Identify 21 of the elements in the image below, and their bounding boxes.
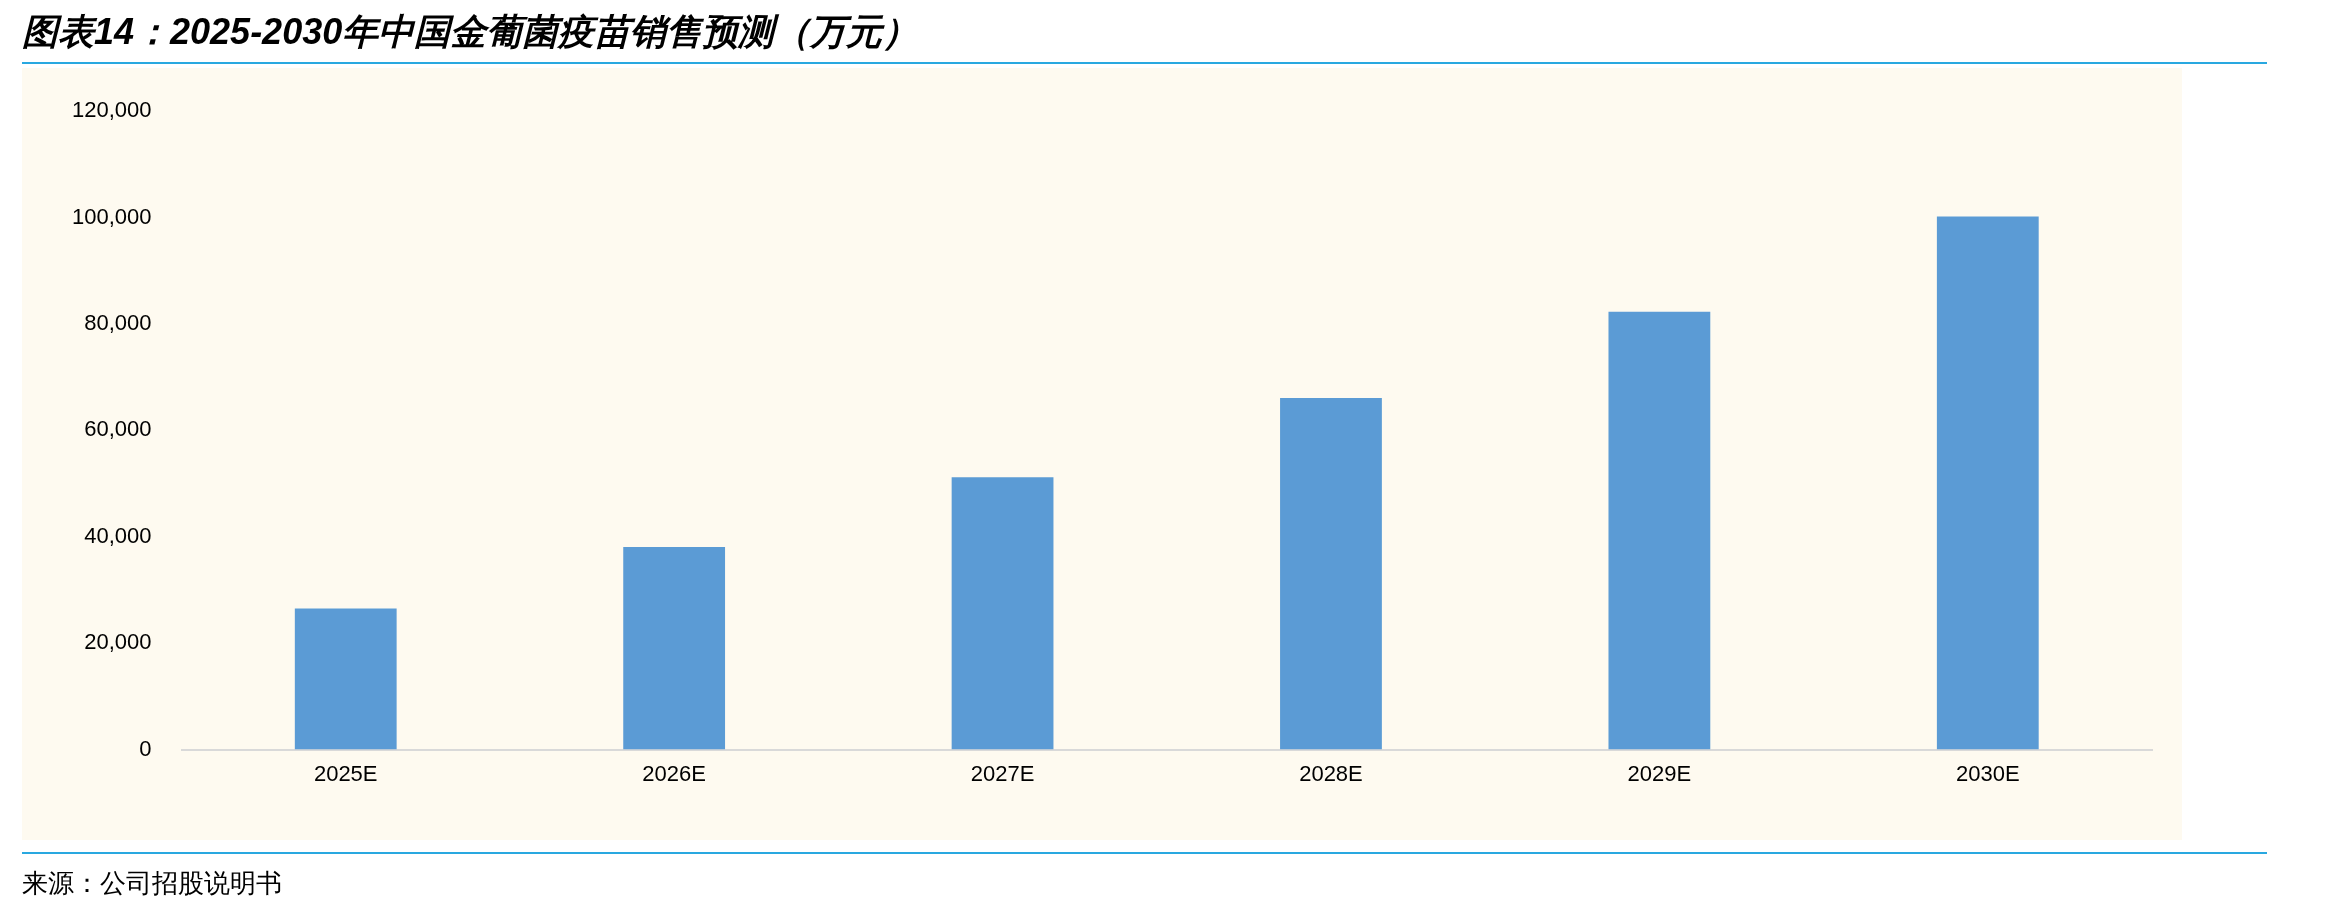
y-tick-label: 60,000 — [84, 416, 152, 442]
source-note: 来源：公司招股说明书 — [22, 867, 282, 900]
bar — [294, 608, 397, 750]
x-tick-label: 2029E — [1627, 760, 1692, 786]
bar — [1280, 397, 1382, 750]
x-tick-label: 2025E — [313, 760, 378, 786]
x-tick-label: 2027E — [970, 760, 1035, 786]
y-tick-label: 120,000 — [71, 97, 152, 123]
y-tick-label: 100,000 — [71, 203, 152, 229]
bar — [623, 546, 726, 750]
x-tick-label: 2026E — [642, 760, 706, 786]
y-tick-label: 40,000 — [84, 522, 152, 548]
chart-title: 图表14：2025-2030年中国金葡菌疫苗销售预测（万元） — [22, 10, 919, 54]
bar — [951, 477, 1054, 750]
y-tick-label: 80,000 — [84, 310, 152, 336]
y-tick-label: 20,000 — [84, 629, 152, 655]
x-tick-label: 2028E — [1299, 760, 1363, 786]
x-tick-label: 2030E — [1955, 760, 2020, 786]
bar — [1608, 311, 1711, 750]
bar — [1936, 216, 2039, 750]
y-tick-label: 0 — [139, 735, 152, 761]
